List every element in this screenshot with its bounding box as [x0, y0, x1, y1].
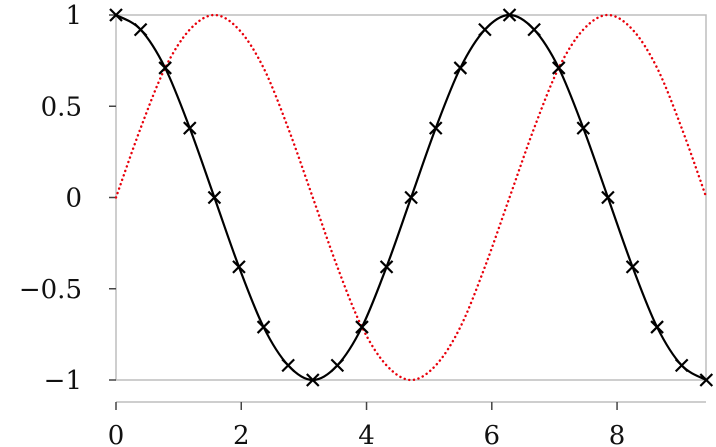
data-point-marker — [527, 22, 541, 37]
data-point-marker — [478, 22, 492, 37]
data-point-marker — [133, 22, 148, 37]
data-point-marker — [330, 358, 345, 373]
data-point-marker — [256, 320, 271, 334]
x-tick-label: 6 — [484, 421, 501, 447]
y-tick-label: 0 — [65, 184, 82, 214]
y-tick-label: −1 — [44, 366, 82, 396]
y-tick-label: 1 — [65, 1, 82, 31]
x-tick-label: 2 — [233, 421, 250, 447]
data-point-marker — [379, 260, 394, 274]
data-point-marker — [183, 121, 197, 135]
data-point-marker — [453, 61, 468, 75]
data-point-marker — [232, 260, 246, 274]
x-tick-label: 8 — [609, 421, 626, 447]
data-point-marker — [601, 190, 615, 205]
x-tick-label: 0 — [108, 421, 125, 447]
data-point-marker — [576, 121, 591, 135]
data-point-marker — [502, 8, 517, 22]
data-point-marker — [650, 320, 664, 334]
y-tick-label: 0.5 — [41, 92, 82, 122]
y-axis-ticks: 1 0.5 0 −0.5 −1 — [19, 1, 116, 396]
data-point-marker — [158, 61, 172, 75]
data-point-marker — [551, 61, 566, 75]
series-layer — [109, 8, 714, 387]
y-tick-label: −0.5 — [19, 275, 82, 305]
series-0 — [109, 8, 714, 387]
data-point-marker — [404, 190, 418, 205]
data-point-marker — [306, 373, 320, 387]
data-point-marker — [281, 358, 295, 373]
data-point-marker — [207, 190, 222, 205]
data-point-marker — [625, 260, 640, 274]
data-point-marker — [355, 320, 369, 334]
x-axis-ticks: 0 2 4 6 8 — [108, 402, 626, 447]
data-point-marker — [109, 8, 123, 22]
data-point-marker — [699, 373, 714, 387]
data-point-marker — [428, 121, 443, 135]
x-tick-label: 4 — [358, 421, 375, 447]
data-point-marker — [674, 358, 689, 373]
